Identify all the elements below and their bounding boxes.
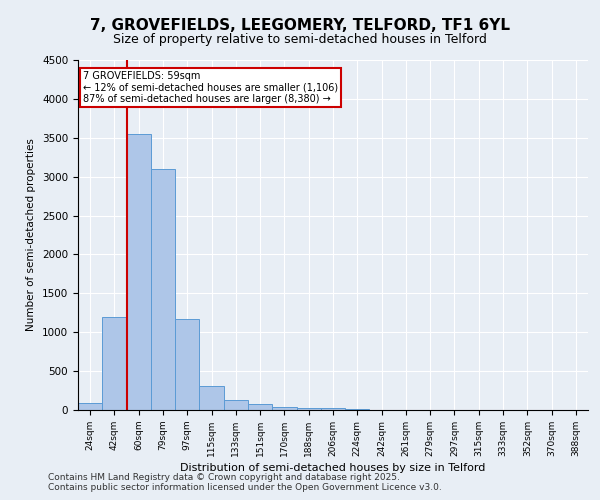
Bar — [175, 319, 199, 410]
Bar — [345, 409, 370, 410]
Bar — [151, 169, 175, 410]
Text: Contains HM Land Registry data © Crown copyright and database right 2025.
Contai: Contains HM Land Registry data © Crown c… — [48, 473, 442, 492]
Bar — [272, 407, 296, 410]
Bar — [248, 404, 272, 410]
X-axis label: Distribution of semi-detached houses by size in Telford: Distribution of semi-detached houses by … — [181, 463, 485, 473]
Text: 7, GROVEFIELDS, LEEGOMERY, TELFORD, TF1 6YL: 7, GROVEFIELDS, LEEGOMERY, TELFORD, TF1 … — [90, 18, 510, 32]
Bar — [199, 386, 224, 410]
Y-axis label: Number of semi-detached properties: Number of semi-detached properties — [26, 138, 37, 332]
Bar — [78, 403, 102, 410]
Text: 7 GROVEFIELDS: 59sqm
← 12% of semi-detached houses are smaller (1,106)
87% of se: 7 GROVEFIELDS: 59sqm ← 12% of semi-detac… — [83, 70, 338, 104]
Bar — [321, 408, 345, 410]
Bar — [224, 400, 248, 410]
Bar — [296, 408, 321, 410]
Bar — [127, 134, 151, 410]
Bar — [102, 316, 127, 410]
Text: Size of property relative to semi-detached houses in Telford: Size of property relative to semi-detach… — [113, 32, 487, 46]
